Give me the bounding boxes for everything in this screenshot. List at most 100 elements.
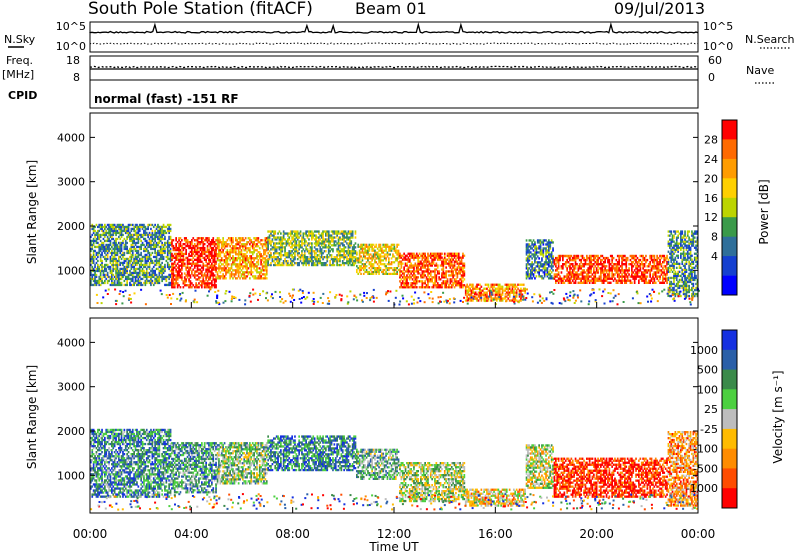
heatmap-cell	[181, 262, 183, 265]
heatmap-cell	[129, 237, 131, 241]
heatmap-cell	[122, 269, 124, 273]
heatmap-cell	[557, 261, 560, 264]
heatmap-cell	[508, 291, 511, 294]
heatmap-cell	[106, 275, 109, 279]
heatmap-cell	[383, 265, 386, 268]
heatmap-cell	[378, 272, 380, 275]
heatmap-cell	[273, 256, 275, 259]
heatmap-cell	[209, 286, 212, 289]
heatmap-cell	[349, 252, 351, 255]
heatmap-cell	[608, 275, 611, 278]
heatmap-cell	[636, 261, 639, 264]
heatmap-cell	[308, 260, 310, 263]
heatmap-cell	[211, 243, 213, 246]
heatmap-cell	[166, 241, 169, 245]
heatmap-cell	[118, 275, 120, 279]
heatmap-cell	[195, 284, 197, 287]
heatmap-cell	[188, 286, 190, 289]
heatmap-cell	[364, 247, 366, 250]
heatmap-cell	[151, 239, 154, 243]
heatmap-cell	[484, 295, 487, 298]
heatmap-cell	[169, 241, 172, 245]
heatmap-cell	[169, 229, 172, 233]
heatmap-cell	[522, 289, 525, 292]
heatmap-cell	[372, 272, 375, 275]
heatmap-cell	[143, 255, 145, 259]
heatmap-cell	[155, 253, 158, 257]
heatmap-cell	[129, 271, 131, 275]
heatmap-cell	[643, 281, 646, 284]
heatmap-cell	[456, 272, 459, 275]
heatmap-cell	[566, 269, 568, 272]
heatmap-cell	[375, 253, 378, 256]
heatmap-cell	[112, 269, 115, 273]
heatmap-cell	[385, 265, 387, 268]
heatmap-cell	[605, 256, 608, 260]
heatmap-cell	[115, 229, 117, 233]
heatmap-cell	[339, 236, 341, 239]
heatmap-cell	[587, 269, 590, 272]
heatmap-cell	[92, 251, 95, 255]
heatmap-cell	[240, 243, 243, 246]
heatmap-cell	[319, 256, 322, 259]
heatmap-cell	[129, 249, 131, 253]
heatmap-cell	[115, 261, 117, 265]
heatmap-cell	[141, 263, 144, 267]
heatmap-cell	[452, 266, 454, 269]
heatmap-cell	[126, 235, 128, 239]
heatmap-cell	[401, 262, 404, 265]
heatmap-cell	[346, 258, 348, 261]
heatmap-cell	[140, 235, 142, 239]
heatmap-cell	[198, 246, 200, 250]
heatmap-cell	[133, 233, 135, 237]
heatmap-cell	[439, 286, 442, 289]
heatmap-cell	[253, 241, 255, 244]
heatmap-cell	[104, 225, 106, 229]
heatmap-cell	[237, 255, 240, 258]
heatmap-cell	[109, 231, 112, 235]
heatmap-cell	[113, 263, 116, 267]
heatmap-cell	[636, 265, 639, 268]
heatmap-cell	[282, 230, 285, 233]
heatmap-cell	[570, 267, 573, 270]
nave-tick-top: 60	[708, 54, 722, 67]
heatmap-cell	[172, 239, 175, 242]
heatmap-cell	[233, 269, 236, 272]
heatmap-cell	[550, 251, 553, 254]
heatmap-cell	[129, 233, 131, 237]
heatmap-cell	[539, 247, 542, 250]
heatmap-cell	[122, 229, 124, 233]
heatmap-cell	[604, 267, 606, 270]
heatmap-cell	[330, 240, 333, 243]
heatmap-cell	[280, 252, 282, 255]
heatmap-cell	[116, 265, 119, 269]
heatmap-cell	[159, 233, 162, 237]
heatmap-cell	[134, 253, 137, 257]
heatmap-cell	[237, 275, 240, 278]
heatmap-cell	[538, 257, 540, 260]
heatmap-cell	[318, 242, 320, 245]
heatmap-cell	[280, 248, 282, 251]
heatmap-cell	[401, 276, 404, 279]
heatmap-cell	[619, 271, 622, 274]
heatmap-cell	[459, 284, 461, 287]
heatmap-cell	[202, 262, 205, 265]
heatmap-cell	[232, 259, 234, 262]
heatmap-cell	[415, 282, 418, 285]
heatmap-cell	[446, 286, 449, 289]
heatmap-cell	[257, 267, 260, 270]
heatmap-cell	[147, 257, 149, 261]
heatmap-cell	[166, 263, 169, 267]
heatmap-cell	[205, 250, 207, 254]
heatmap-cell	[353, 244, 355, 247]
heatmap-cell	[154, 251, 156, 255]
heatmap-cell	[616, 267, 619, 270]
heatmap-cell	[507, 283, 510, 286]
heatmap-cell	[251, 245, 254, 248]
heatmap-cell	[216, 247, 219, 250]
heatmap-cell	[124, 257, 127, 261]
heatmap-cell	[382, 268, 385, 272]
heatmap-cell	[406, 280, 408, 283]
heatmap-cell	[102, 225, 105, 229]
heatmap-cell	[131, 249, 134, 253]
